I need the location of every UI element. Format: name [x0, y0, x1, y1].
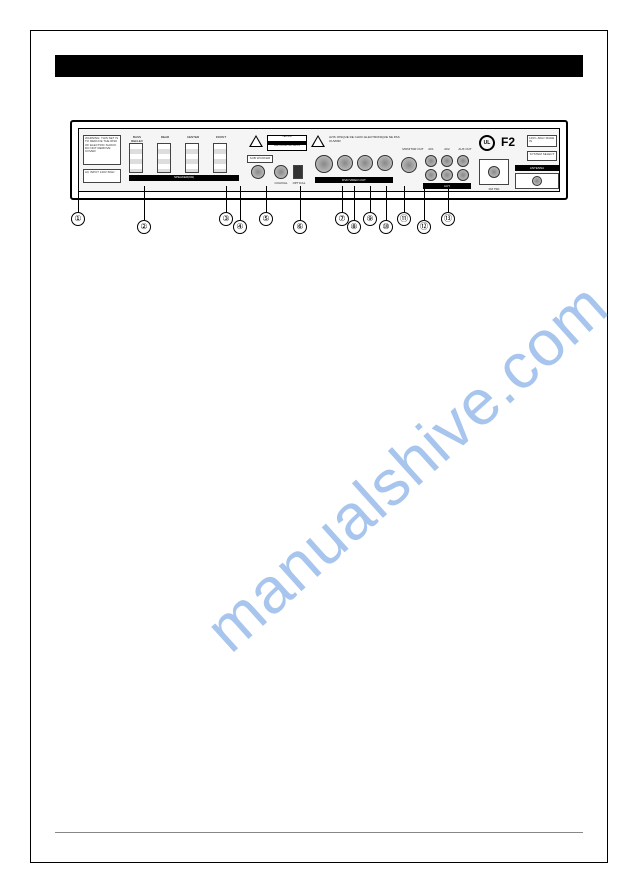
callout-line: [300, 186, 301, 220]
auxout-label: AUX OUT: [457, 147, 473, 151]
callout-line: [78, 186, 79, 212]
av1-label: AV1: [425, 147, 437, 151]
dvd-out-strip: DVD VIDEO OUT: [315, 177, 393, 183]
callout-line: [424, 186, 425, 220]
callout-line: [266, 186, 267, 212]
footer-rule: [55, 832, 583, 833]
subwoofer-label: SUB WOOFER: [247, 155, 273, 163]
aux-jack-icon: [441, 169, 453, 181]
warning-text: WARNING: THIS SET IS TO REDUCE THE RISK …: [83, 135, 121, 165]
av2-label: AV2: [441, 147, 453, 151]
callout-number: ⑩: [379, 220, 393, 234]
callout-number: ⑬: [441, 212, 455, 226]
callout-number: ⑨: [363, 212, 377, 226]
callout-number: ⑪: [397, 212, 411, 226]
callout-line: [386, 186, 387, 220]
shock-triangle-icon: [311, 135, 325, 147]
video-jack-icon: [337, 155, 353, 171]
rating-info: 120V~60Hz MADE IN: [527, 135, 557, 147]
aux-strip: AUX: [423, 183, 471, 189]
speaker-rear: REAR: [157, 135, 173, 175]
aux-jack-icon: [457, 155, 469, 167]
speaker-front: FRONT: [213, 135, 229, 175]
speaker-bass: BASS REFLEX: [129, 135, 145, 175]
coaxial-jack-icon: [274, 165, 288, 179]
fm-jack-icon: [488, 166, 500, 178]
callout-line: [354, 186, 355, 220]
antenna-connector: [515, 173, 559, 189]
aux-jack-icon: [425, 169, 437, 181]
callout-number: ①: [71, 212, 85, 226]
ac-input-text: AC INPUT 120V 60Hz: [83, 169, 121, 183]
optical-label: OPTICAL: [289, 181, 309, 185]
callout-line: [404, 186, 405, 212]
caution-label: CAUTION RISK OF ELECTRIC SHOCK: [267, 135, 307, 151]
callout-number: ④: [233, 220, 247, 234]
callout-line: [226, 186, 227, 212]
callout-number: ⑫: [417, 220, 431, 234]
video-jack3-icon: [377, 155, 393, 171]
antenna-strip: ANTENNA: [515, 165, 559, 171]
video-jack2-icon: [357, 155, 373, 171]
avis-text: AVIS: RISQUE DE CHOC ELECTRONIQUE NE PAS…: [329, 135, 409, 143]
fm-label: FM 75Ω: [479, 187, 509, 191]
callout-number: ②: [137, 220, 151, 234]
model-code: F2: [501, 135, 515, 149]
speaker-heading-strip: SPEAKER(6Ω): [129, 175, 239, 181]
svideo-jack-icon: [315, 155, 333, 173]
subwoofer-jack-icon: [251, 165, 265, 179]
callout-line: [240, 186, 241, 220]
callout-number: ③: [219, 212, 233, 226]
aux-jack-icon: [441, 155, 453, 167]
callout-line: [370, 186, 371, 212]
terminal-icon: [129, 143, 143, 173]
sys-select-label: SYSTEM SELECT: [527, 151, 557, 161]
callout-number: ⑧: [347, 220, 361, 234]
monitor-jack-icon: [401, 157, 417, 173]
aux-jack-icon: [425, 155, 437, 167]
optical-jack-icon: [293, 165, 303, 179]
callout-number: ⑥: [293, 220, 307, 234]
aux-jack-icon: [457, 169, 469, 181]
callout-number: ⑤: [259, 212, 273, 226]
panel-inner: WARNING: THIS SET IS TO REDUCE THE RISK …: [78, 128, 560, 192]
warning-triangle-icon: [249, 135, 263, 147]
monitor-label: MONITOR OUT: [399, 147, 427, 151]
callout-line: [144, 186, 145, 220]
am-loop-icon: [532, 176, 542, 186]
speaker-terminals: BASS REFLEX REAR CENTER FRONT SPEAKER(6Ω…: [129, 135, 239, 183]
terminal-icon: [185, 143, 199, 173]
ul-cert-icon: UL: [479, 135, 495, 151]
terminal-icon: [157, 143, 171, 173]
callout-line: [342, 186, 343, 212]
terminal-icon: [213, 143, 227, 173]
speaker-center: CENTER: [185, 135, 201, 175]
callout-line: [448, 186, 449, 212]
section-title-bar: [55, 55, 583, 77]
antenna-box: [479, 159, 509, 185]
